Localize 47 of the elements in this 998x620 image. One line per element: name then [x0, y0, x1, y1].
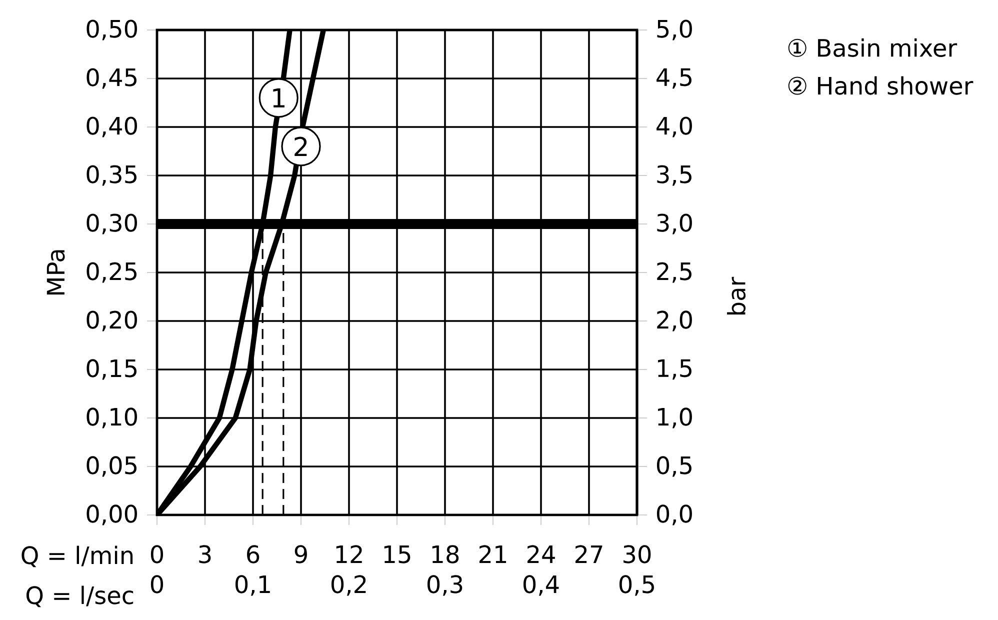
y2-tick-label: 5,0	[657, 20, 692, 40]
x-tick-label: 21	[479, 545, 506, 563]
x-tick-label: 30	[624, 545, 651, 564]
x-tick-label: 0	[150, 545, 164, 564]
x-tick-label: 12	[336, 545, 362, 563]
y-tick-label: 0,10	[86, 408, 137, 428]
x-tick-label: 15	[384, 545, 410, 564]
annotation: 2	[294, 136, 307, 156]
text: ① Basin mixer	[788, 38, 958, 57]
y2-tick-label: 3,5	[657, 165, 692, 186]
y-tick-label: 0,00	[86, 504, 137, 526]
annotation: 1	[273, 88, 284, 108]
y2-tick-label: 0,0	[656, 504, 692, 526]
x-tick-label: 24	[527, 545, 555, 563]
y-tick-label: 0,35	[86, 165, 136, 186]
x2-tick-label: 0,4	[523, 575, 559, 596]
y-axis-title: MPa	[46, 250, 65, 295]
text: ② Hand shower	[788, 76, 974, 95]
y2-tick-label: 4,5	[656, 68, 692, 89]
y2-tick-label: 0,5	[656, 456, 692, 477]
x2-tick-label: 0,2	[331, 575, 366, 596]
x-tick-label: 18	[432, 545, 459, 564]
x-tick-label: 27	[575, 545, 602, 563]
y2-tick-label: 1,5	[658, 359, 692, 380]
y2-axis-title: bar	[727, 276, 746, 314]
x2-tick-label: 0,1	[235, 575, 270, 596]
y-tick-label: 0,45	[86, 68, 136, 89]
y2-tick-label: 3,0	[657, 214, 692, 234]
x2-tick-label: 0,3	[427, 575, 462, 596]
y-tick-label: 0,40	[86, 116, 137, 138]
y2-tick-label: 2,5	[657, 262, 692, 283]
x-tick-label: 9	[294, 545, 307, 564]
x2-tick-label: 0	[150, 575, 164, 594]
x-axis-title: Q = l/min	[22, 546, 133, 568]
y2-tick-label: 4,0	[656, 116, 692, 138]
y2-tick-label: 2,0	[657, 310, 692, 332]
x-tick-label: 3	[199, 545, 211, 564]
y-tick-label: 0,20	[86, 310, 137, 332]
x2-axis-title: Q = l/sec	[26, 586, 134, 608]
y2-tick-label: 1,0	[658, 408, 692, 428]
y-tick-label: 0,15	[86, 359, 136, 380]
y-tick-label: 0,05	[86, 456, 136, 477]
x-tick-label: 6	[247, 545, 260, 564]
y-tick-label: 0,25	[86, 262, 136, 283]
y-tick-label: 0,50	[86, 20, 137, 40]
y-tick-label: 0,30	[86, 214, 137, 234]
x2-tick-label: 0,5	[619, 575, 654, 596]
